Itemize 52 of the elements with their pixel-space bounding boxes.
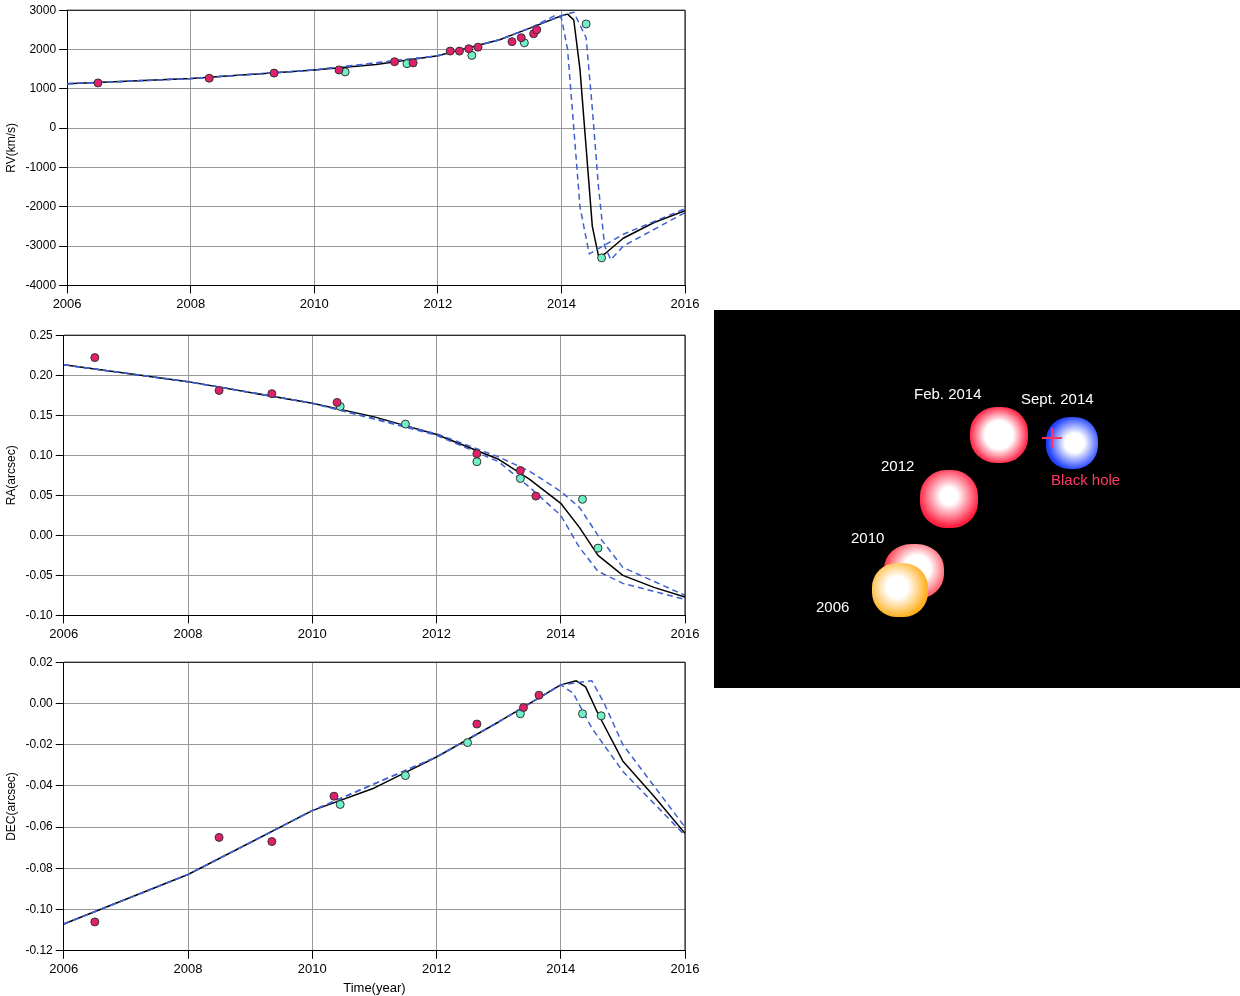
y-tick-label: -0.05 bbox=[25, 567, 54, 582]
y-tick-label: -0.06 bbox=[25, 819, 54, 834]
text: Feb. 2014 bbox=[914, 385, 982, 402]
x-tick-label: 2016 bbox=[670, 295, 700, 311]
x-axis-title: Time(year) bbox=[343, 979, 406, 995]
x-tick-label: 2010 bbox=[297, 625, 327, 641]
y-tick-label: 0.05 bbox=[29, 487, 54, 502]
x-tick-label: 2016 bbox=[670, 625, 700, 641]
y-tick-label: -0.12 bbox=[25, 943, 54, 958]
text: 2012 bbox=[881, 457, 915, 474]
x-tick-label: 2014 bbox=[546, 625, 576, 641]
y-tick-label: 0.15 bbox=[29, 407, 54, 422]
y-tick-label: 0 bbox=[49, 120, 57, 135]
x-tick-label: 2014 bbox=[546, 295, 576, 311]
text: 2006 bbox=[816, 598, 850, 615]
y-tick-label: 0.10 bbox=[29, 447, 54, 462]
y-tick-label: -3000 bbox=[25, 238, 57, 253]
y-axis-title: DEC(arcsec) bbox=[3, 772, 18, 841]
x-tick-label: 2006 bbox=[52, 295, 82, 311]
x-tick-label: 2012 bbox=[422, 961, 451, 977]
x-tick-label: 2010 bbox=[297, 961, 327, 977]
y-tick-label: -0.04 bbox=[25, 778, 54, 793]
y-tick-label: -0.08 bbox=[25, 860, 54, 875]
y-tick-label: 0.00 bbox=[29, 527, 54, 542]
y-tick-label: -0.10 bbox=[25, 607, 54, 622]
y-tick-label: 0.00 bbox=[29, 695, 54, 710]
y-tick-label: -0.02 bbox=[25, 736, 54, 751]
text: Black hole bbox=[1051, 471, 1121, 488]
y-tick-label: 1000 bbox=[29, 81, 57, 96]
x-tick-label: 2006 bbox=[49, 625, 79, 641]
x-tick-label: 2008 bbox=[173, 961, 203, 977]
text: 2010 bbox=[851, 529, 885, 546]
x-tick-label: 2010 bbox=[299, 295, 329, 311]
y-tick-label: 2000 bbox=[29, 41, 57, 56]
text: Sept. 2014 bbox=[1021, 390, 1094, 407]
y-tick-label: -1000 bbox=[25, 159, 57, 174]
y-tick-label: 3000 bbox=[29, 2, 57, 17]
y-tick-label: -2000 bbox=[25, 199, 57, 214]
y-tick-label: 0.25 bbox=[29, 327, 54, 342]
y-tick-label: 0.02 bbox=[29, 654, 54, 669]
x-tick-label: 2012 bbox=[422, 625, 451, 641]
x-tick-label: 2016 bbox=[670, 961, 700, 977]
y-tick-label: 0.20 bbox=[29, 367, 54, 382]
y-axis-title: RV(km/s) bbox=[3, 122, 18, 173]
x-tick-label: 2012 bbox=[423, 295, 453, 311]
x-tick-label: 2014 bbox=[546, 961, 576, 977]
y-tick-label: -0.10 bbox=[25, 901, 54, 916]
y-tick-label: -4000 bbox=[25, 277, 57, 292]
x-tick-label: 2008 bbox=[176, 295, 206, 311]
x-tick-label: 2006 bbox=[49, 961, 79, 977]
y-axis-title: RA(arcsec) bbox=[3, 445, 18, 506]
x-tick-label: 2008 bbox=[173, 625, 203, 641]
